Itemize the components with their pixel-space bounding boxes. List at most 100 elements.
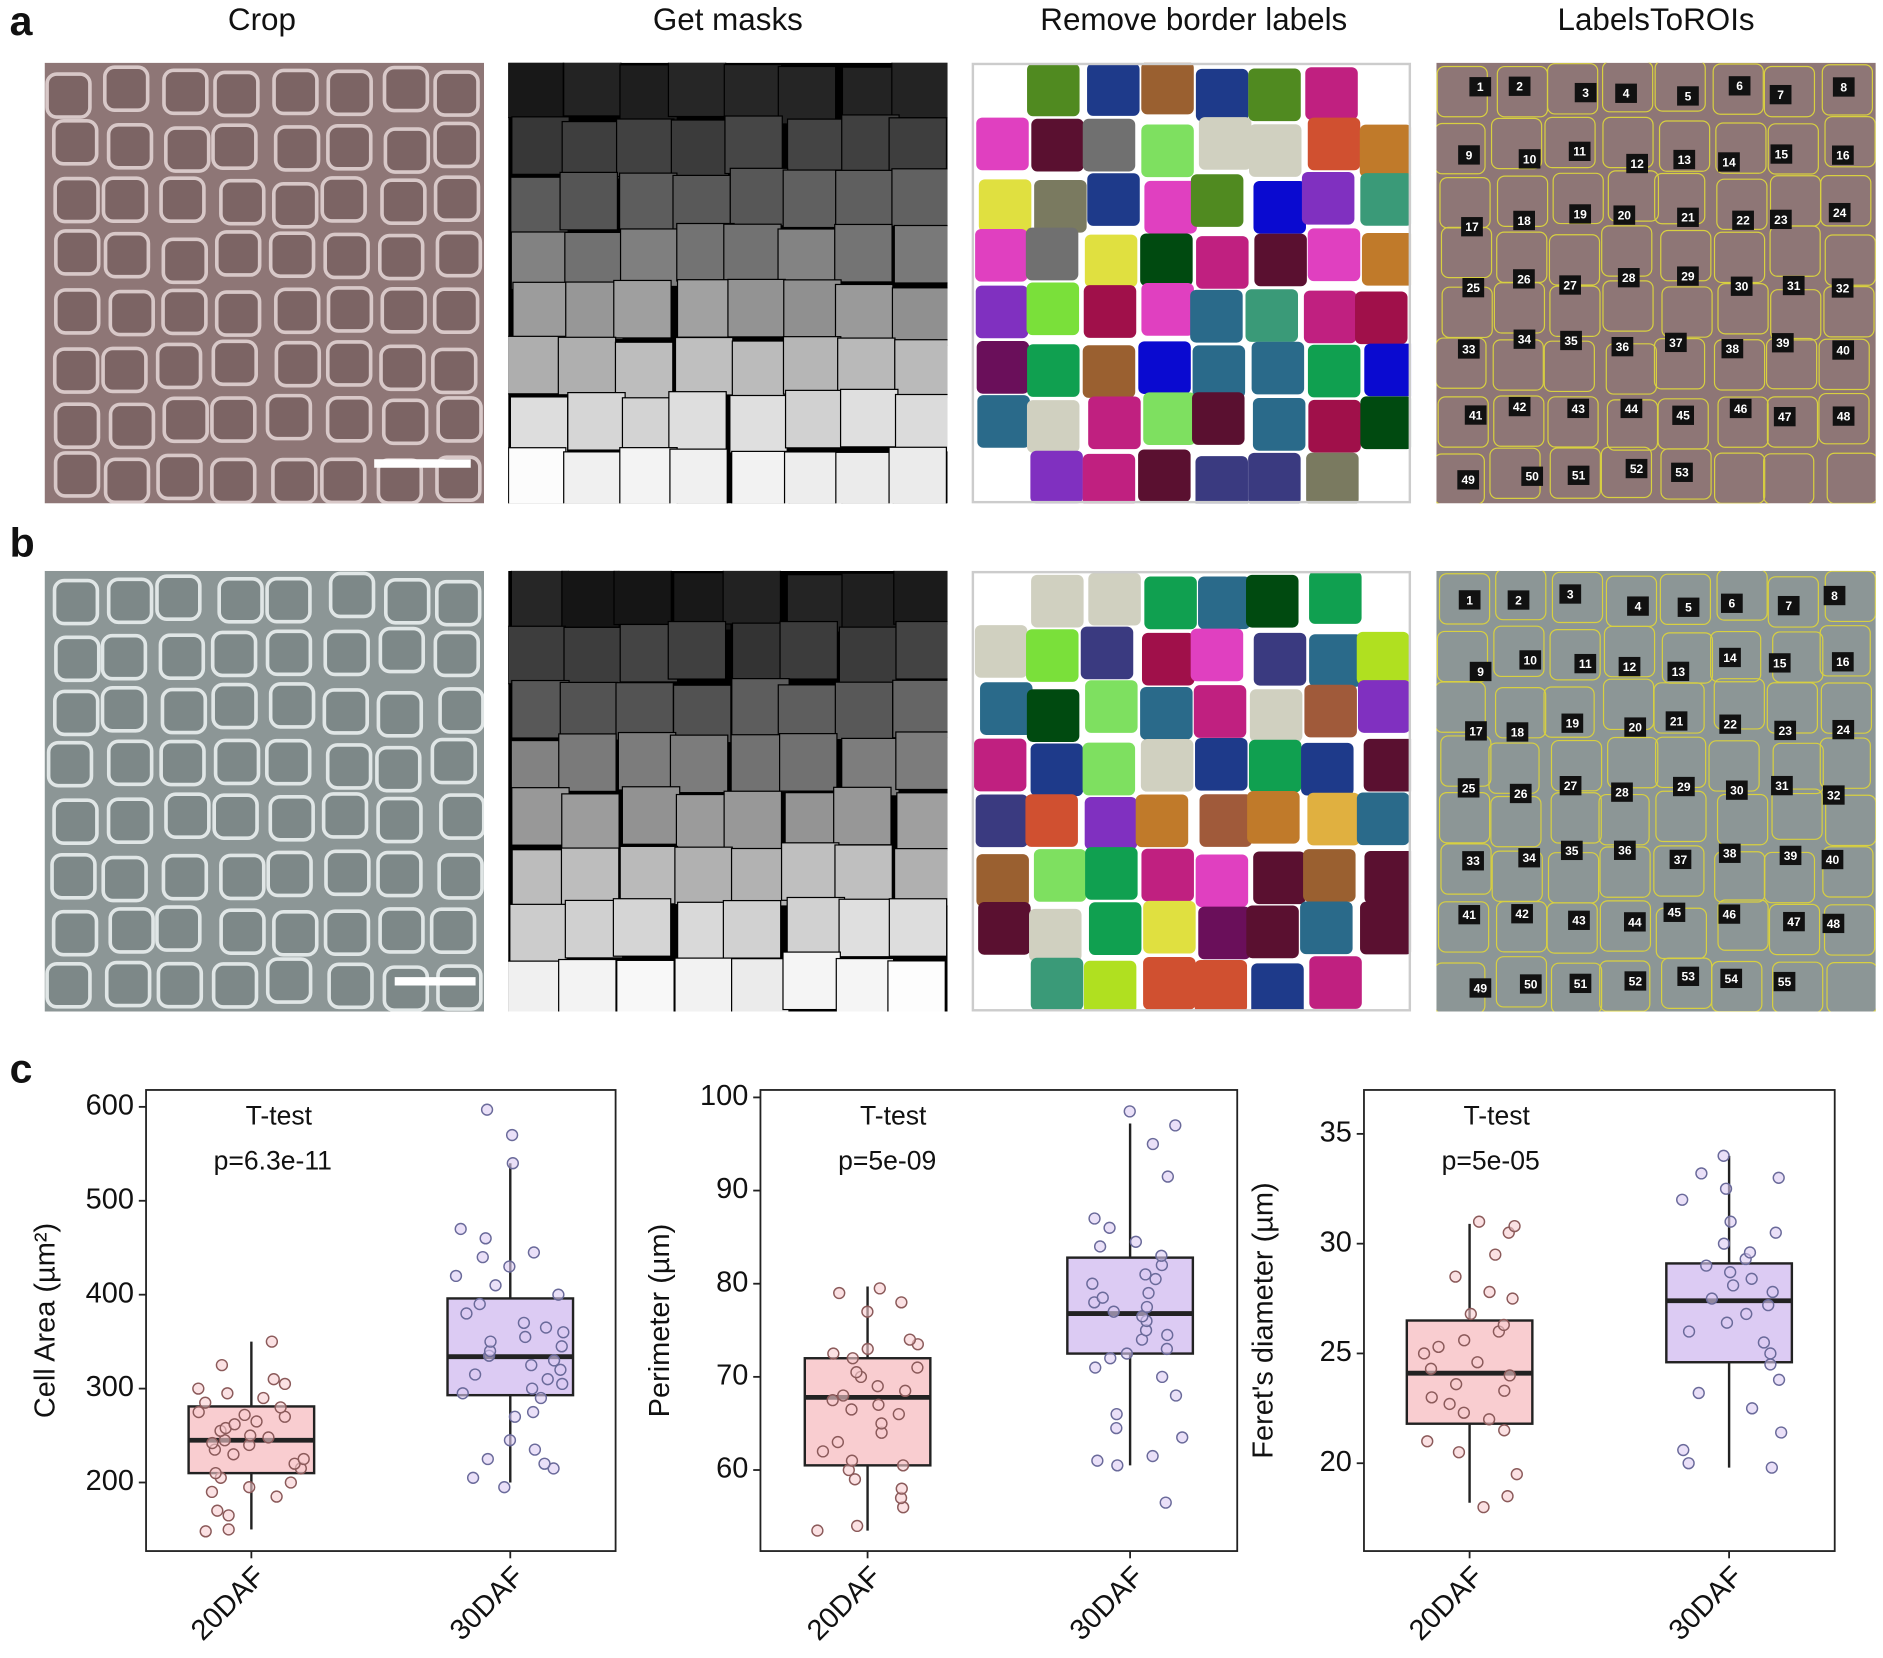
cell [674,336,734,396]
cell [1143,392,1196,446]
cell [159,739,206,787]
data-point [1089,1361,1102,1374]
cell [210,457,257,504]
cell [1026,689,1080,742]
cell [723,223,782,283]
cell [1195,68,1249,122]
cell [1766,396,1819,448]
cell [1307,117,1361,171]
cell [722,570,782,625]
cell [45,962,92,1009]
roi-label: 14 [1722,155,1736,169]
data-point [1705,1292,1719,1305]
data-point [519,1330,532,1344]
cell [975,228,1028,282]
data-point [1104,1352,1117,1365]
cell [435,455,482,503]
cell [1599,960,1651,1012]
cell [1088,572,1141,626]
data-point [1757,1336,1771,1349]
data-point [454,1222,467,1236]
roi-label-box [1519,974,1542,994]
roi-label-box [1560,840,1583,861]
data-point [1775,1426,1788,1439]
cell [1308,399,1361,453]
cell [1436,681,1486,733]
roi-label: 41 [1463,908,1477,922]
data-point [1772,1171,1785,1184]
data-point [1726,1279,1740,1292]
cell [437,853,484,900]
roi-label: 34 [1522,851,1536,865]
cell [433,121,480,169]
cell [274,340,322,388]
roi-label: 3 [1582,86,1589,100]
cell [1088,902,1142,955]
data-point [837,1389,850,1402]
data-point [517,1316,531,1330]
roi-label-box [1469,978,1492,998]
roi-label: 10 [1523,152,1537,166]
roi-label-box [1624,912,1646,932]
cell [160,687,208,735]
cell [45,72,92,119]
roi-label-box [1458,145,1480,165]
roi-label-box [1567,465,1590,485]
cell [326,69,373,117]
cell [1303,290,1357,344]
cell [730,847,790,907]
cell [1763,65,1816,118]
cell [1301,171,1355,225]
cell [1767,123,1819,175]
data-point [1139,1268,1152,1281]
data-point [1458,1334,1471,1347]
cell [1245,289,1299,342]
cell [1716,570,1768,621]
data-point [1088,1212,1101,1225]
roi-label-box [1774,720,1797,741]
roi-label-box [1769,84,1792,105]
cell [213,738,261,786]
cell [834,844,893,904]
data-point [228,1418,241,1431]
cell [723,790,783,850]
cell [324,849,371,897]
cell [265,576,312,624]
cell [783,279,842,338]
roi-label: 34 [1518,333,1532,347]
cell [837,337,896,397]
data-point [547,1354,561,1367]
roi-label-box [1773,406,1796,427]
cell [1084,796,1138,850]
roi-label-box [1823,585,1846,606]
cell [101,346,148,394]
cell [1192,392,1245,445]
cell [888,446,947,504]
roi-label: 41 [1469,408,1483,422]
cell [567,391,626,451]
data-point [262,1431,275,1444]
roi-label: 22 [1723,718,1737,732]
cell [621,786,681,845]
cell [1248,452,1301,504]
cell [103,457,151,504]
cell [561,570,620,628]
data-point [1093,1240,1107,1253]
roi-label-box [1828,202,1851,223]
data-point [1169,1389,1183,1402]
roi-label-box [1718,904,1741,924]
cell [376,850,423,898]
roi-label: 2 [1516,80,1523,94]
cell [102,65,150,113]
cell [974,625,1028,678]
cell [888,117,948,176]
cell [727,278,786,338]
roi-label: 6 [1736,79,1743,93]
cell [1085,680,1138,733]
roi-label-box [1519,650,1542,670]
cell [893,224,948,284]
cell [53,451,101,498]
cell [976,854,1029,907]
cell [669,734,729,794]
cell [561,120,621,180]
